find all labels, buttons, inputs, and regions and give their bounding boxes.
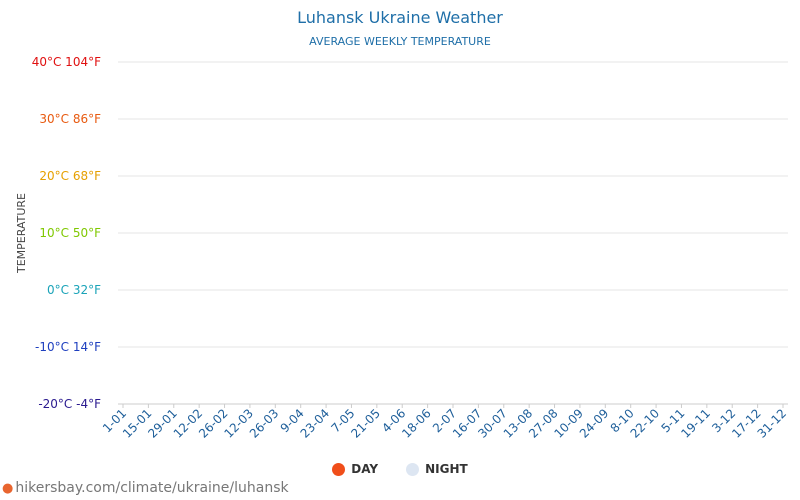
x-tick-label: 31-12 — [755, 406, 790, 441]
y-tick-label: 30°C 86°F — [39, 112, 101, 126]
legend-night-label: NIGHT — [425, 462, 468, 476]
x-tick-label: 26-03 — [247, 406, 282, 441]
y-tick-label: 0°C 32°F — [47, 283, 101, 297]
y-axis-title: TEMPERATURE — [15, 193, 28, 274]
y-tick-label: 40°C 104°F — [32, 55, 101, 69]
legend-item-night[interactable]: NIGHT — [406, 462, 468, 476]
x-tick-label: 24-09 — [577, 406, 612, 441]
night-series-area — [123, 178, 783, 365]
source-link-text: hikersbay.com/climate/ukraine/luhansk — [15, 480, 289, 496]
x-tick-label: 21-05 — [348, 406, 383, 441]
legend-day-label: DAY — [351, 462, 379, 476]
x-tick-label: 23-04 — [298, 406, 333, 441]
y-tick-label: -10°C 14°F — [35, 340, 101, 354]
chart-legend: DAY NIGHT — [0, 462, 800, 476]
y-tick-label: 20°C 68°F — [39, 169, 101, 183]
x-tick-label: 18-06 — [399, 406, 434, 441]
source-link[interactable]: ● hikersbay.com/climate/ukraine/luhansk — [2, 480, 289, 496]
y-tick-label: -20°C -4°F — [38, 397, 101, 411]
location-pin-icon: ● — [2, 480, 14, 496]
chart-subtitle: AVERAGE WEEKLY TEMPERATURE — [309, 35, 491, 48]
legend-item-day[interactable]: DAY — [332, 462, 378, 476]
legend-night-marker — [406, 462, 420, 476]
chart-title: Luhansk Ukraine Weather — [297, 8, 503, 27]
legend-day-marker — [332, 462, 346, 476]
x-tick-label: 22-10 — [628, 406, 663, 441]
x-tick-label: 19-11 — [678, 406, 713, 441]
y-tick-label: 10°C 50°F — [39, 226, 101, 240]
